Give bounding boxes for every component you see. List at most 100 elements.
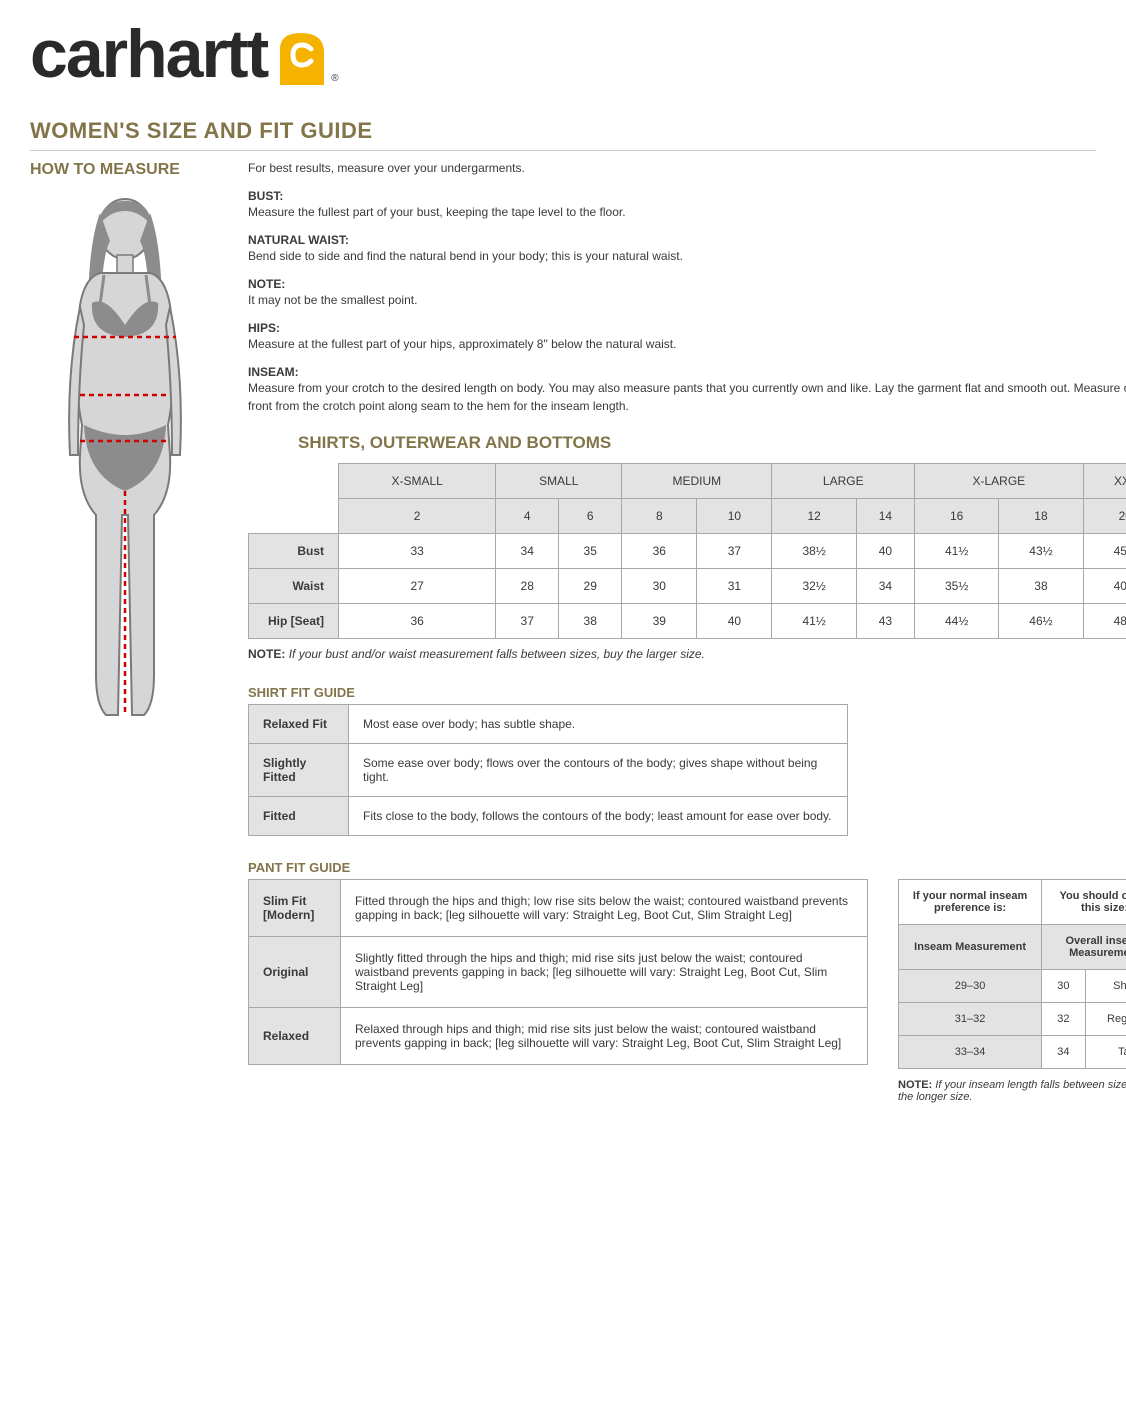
inseam-hdr1: If your normal inseam preference is:	[899, 880, 1042, 925]
inseam-cell: 29–30	[899, 970, 1042, 1003]
size-cell: 40	[697, 604, 772, 639]
measure-text: Bend side to side and find the natural b…	[248, 247, 1126, 265]
measure-label: HIPS:	[248, 321, 1126, 335]
size-cell: 36	[339, 604, 496, 639]
intro-text: For best results, measure over your unde…	[248, 161, 1126, 175]
brand-icon	[275, 31, 329, 88]
pant-fit-title: PANT FIT GUIDE	[248, 860, 1126, 875]
size-cell: 27	[339, 569, 496, 604]
measure-label: INSEAM:	[248, 365, 1126, 379]
inseam-cell: Tall	[1085, 1036, 1126, 1069]
measure-label: NOTE:	[248, 277, 1126, 291]
measure-text: It may not be the smallest point.	[248, 291, 1126, 309]
inseam-cell: 34	[1042, 1036, 1085, 1069]
measure-text: Measure from your crotch to the desired …	[248, 379, 1126, 415]
size-number: 16	[915, 499, 999, 534]
shirt-fit-table: Relaxed FitMost ease over body; has subt…	[248, 704, 848, 836]
measure-block: INSEAM:Measure from your crotch to the d…	[248, 365, 1126, 415]
inseam-cell: Short	[1085, 970, 1126, 1003]
fit-label: Slim Fit [Modern]	[249, 880, 341, 937]
page-title: WOMEN'S SIZE AND FIT GUIDE	[30, 118, 1096, 151]
size-cell: 38	[999, 569, 1083, 604]
size-cell: 41½	[772, 604, 856, 639]
size-cell: 40	[856, 534, 914, 569]
size-cell: 43	[856, 604, 914, 639]
measure-block: NATURAL WAIST:Bend side to side and find…	[248, 233, 1126, 265]
inseam-cell: 33–34	[899, 1036, 1042, 1069]
fit-text: Relaxed through hips and thigh; mid rise…	[341, 1008, 868, 1065]
size-cell: 44½	[915, 604, 999, 639]
inseam-cell: 32	[1042, 1003, 1085, 1036]
size-cell: 31	[697, 569, 772, 604]
size-header: MEDIUM	[622, 464, 772, 499]
size-row-label: Bust	[249, 534, 339, 569]
size-number: 12	[772, 499, 856, 534]
size-cell: 40½	[1083, 569, 1126, 604]
size-cell: 39	[622, 604, 697, 639]
inseam-note: NOTE: If your inseam length falls betwee…	[898, 1079, 1126, 1103]
size-number: 18	[999, 499, 1083, 534]
size-header: SMALL	[496, 464, 622, 499]
inseam-cell: 31–32	[899, 1003, 1042, 1036]
size-number: 6	[559, 499, 622, 534]
measure-label: NATURAL WAIST:	[248, 233, 1126, 247]
note-text: If your bust and/or waist measurement fa…	[289, 647, 705, 661]
fit-label: Slightly Fitted	[249, 744, 349, 797]
size-number: 14	[856, 499, 914, 534]
size-cell: 28	[496, 569, 559, 604]
size-cell: 34	[856, 569, 914, 604]
fit-label: Relaxed Fit	[249, 705, 349, 744]
size-cell: 37	[697, 534, 772, 569]
measure-text: Measure at the fullest part of your hips…	[248, 335, 1126, 353]
measure-text: Measure the fullest part of your bust, k…	[248, 203, 1126, 221]
size-row-label: Waist	[249, 569, 339, 604]
size-header: XXL	[1083, 464, 1126, 499]
inseam-cell: Regular	[1085, 1003, 1126, 1036]
fit-text: Fitted through the hips and thigh; low r…	[341, 880, 868, 937]
size-cell: 45½	[1083, 534, 1126, 569]
size-header: LARGE	[772, 464, 915, 499]
inseam-table: If your normal inseam preference is: You…	[898, 879, 1126, 1069]
fit-text: Some ease over body; flows over the cont…	[349, 744, 848, 797]
size-header: X-SMALL	[339, 464, 496, 499]
inseam-hdr2: You should order this size:	[1042, 880, 1126, 925]
fit-text: Most ease over body; has subtle shape.	[349, 705, 848, 744]
fit-text: Fits close to the body, follows the cont…	[349, 797, 848, 836]
size-cell: 30	[622, 569, 697, 604]
how-to-title: HOW TO MEASURE	[30, 161, 230, 179]
size-cell: 35	[559, 534, 622, 569]
size-cell: 38	[559, 604, 622, 639]
size-cell: 29	[559, 569, 622, 604]
size-row-label: Hip [Seat]	[249, 604, 339, 639]
size-cell: 41½	[915, 534, 999, 569]
size-number: 20	[1083, 499, 1126, 534]
size-cell: 43½	[999, 534, 1083, 569]
size-number: 4	[496, 499, 559, 534]
pant-fit-table: Slim Fit [Modern]Fitted through the hips…	[248, 879, 868, 1065]
size-table: X-SMALLSMALLMEDIUMLARGEX-LARGEXXL 246810…	[248, 463, 1126, 639]
note-label: NOTE:	[248, 647, 285, 661]
size-cell: 46½	[999, 604, 1083, 639]
fit-label: Relaxed	[249, 1008, 341, 1065]
size-cell: 37	[496, 604, 559, 639]
measure-block: BUST:Measure the fullest part of your bu…	[248, 189, 1126, 221]
size-cell: 34	[496, 534, 559, 569]
shirt-fit-title: SHIRT FIT GUIDE	[248, 685, 1126, 700]
size-cell: 32½	[772, 569, 856, 604]
brand-name: carhartt	[30, 20, 267, 88]
size-section-title: SHIRTS, OUTERWEAR AND BOTTOMS	[298, 433, 1126, 453]
body-figure	[30, 195, 230, 728]
measure-block: HIPS:Measure at the fullest part of your…	[248, 321, 1126, 353]
inseam-cell: 30	[1042, 970, 1085, 1003]
fit-label: Fitted	[249, 797, 349, 836]
logo-row: carhartt ®	[30, 20, 1096, 88]
size-number: 10	[697, 499, 772, 534]
size-number: 8	[622, 499, 697, 534]
fit-label: Original	[249, 937, 341, 1008]
measure-block: NOTE:It may not be the smallest point.	[248, 277, 1126, 309]
size-header: X-LARGE	[915, 464, 1084, 499]
size-cell: 36	[622, 534, 697, 569]
size-cell: 33	[339, 534, 496, 569]
size-cell: 48½	[1083, 604, 1126, 639]
size-cell: 38½	[772, 534, 856, 569]
